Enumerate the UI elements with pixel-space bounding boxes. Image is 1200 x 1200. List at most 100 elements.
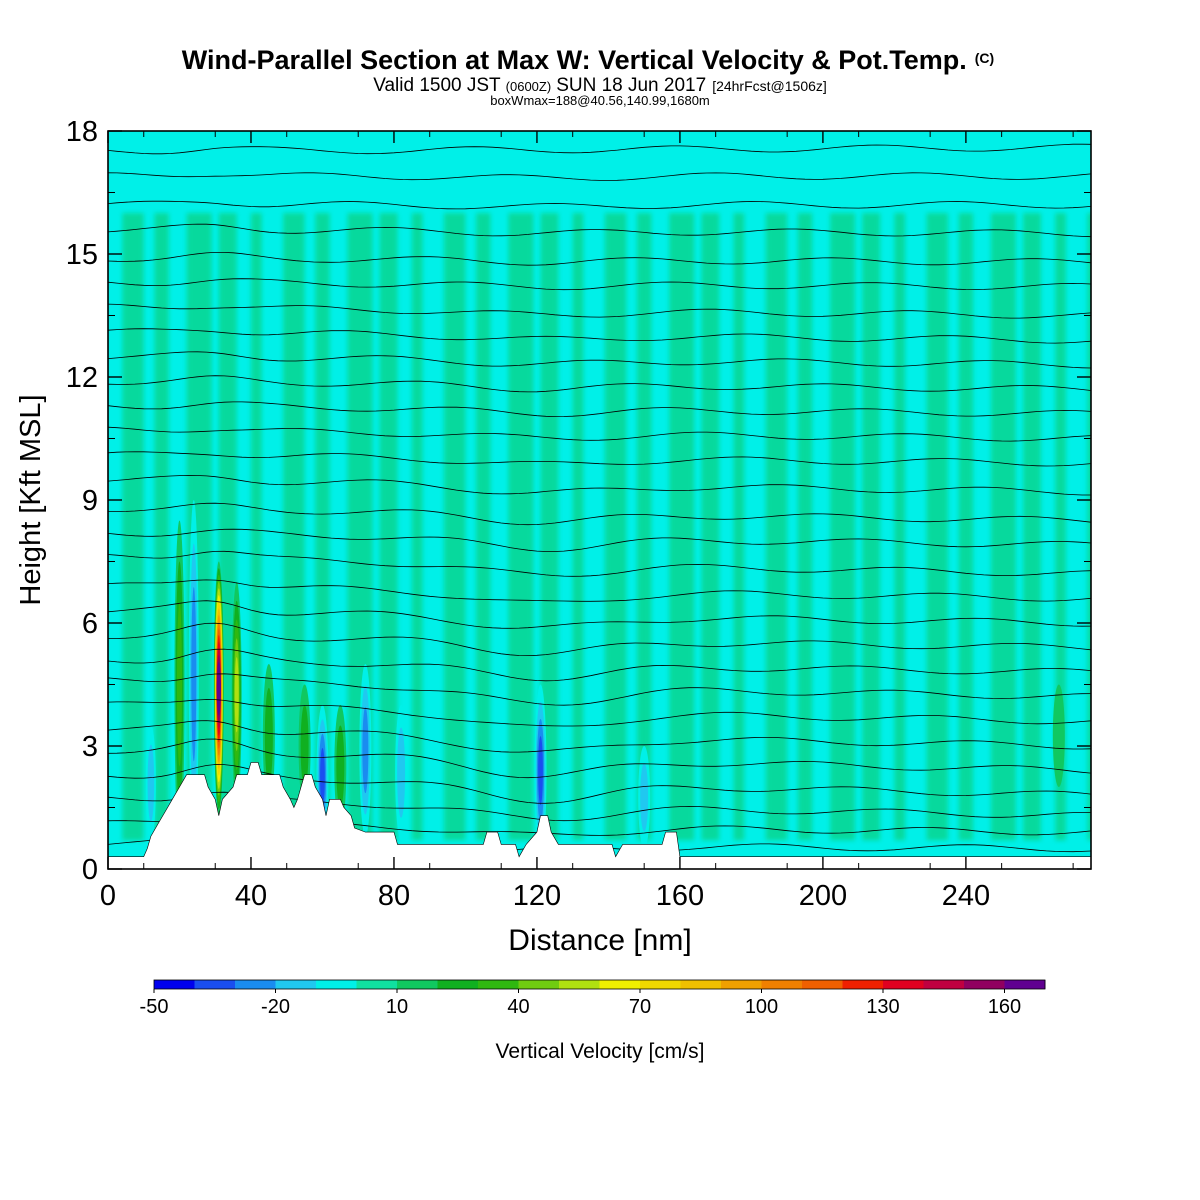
downdraft-cell [640,763,649,832]
weak-updraft-band [476,213,491,841]
weak-updraft-band [540,213,559,841]
colorbar-swatch [1004,980,1046,989]
weak-updraft-band [1055,213,1066,841]
subtitle-valid: Valid 1500 JST [373,75,501,96]
isentrope-line [108,550,1091,577]
colorbar-swatch [721,980,762,989]
y-tick-label: 15 [66,239,98,271]
colorbar-swatch [761,980,803,989]
x-tick-label: 120 [513,880,561,912]
x-axis: 0 40 80 120 160 200 240 [100,131,1074,912]
downdraft-cell [191,587,197,762]
colorbar-swatch [356,980,398,989]
x-tick-label: 0 [100,880,116,912]
x-tick-label: 80 [378,880,410,912]
weak-updraft-band [765,213,788,841]
x-tick-label: 40 [235,880,267,912]
weak-updraft-band [411,213,423,841]
colorbar-tick-label: -50 [140,996,169,1018]
weak-updraft-band [154,213,169,841]
colorbar-swatch [235,980,276,989]
colorbar-swatch [964,980,1005,989]
colorbar-swatch [437,980,479,989]
colorbar-tick-label: 10 [386,996,408,1018]
chart-subtitle: Valid 1500 JST (0600Z) SUN 18 Jun 2017 [24h… [373,75,827,96]
isentrope-line [108,648,1091,682]
weak-updraft-band [1023,213,1041,841]
colorbar-swatch [559,980,600,989]
colorbar-swatch [883,980,924,989]
colorbar-tick-label: -20 [261,996,290,1018]
updraft-cell [216,675,221,702]
y-tick-label: 3 [82,731,98,763]
updraft-cell [336,725,345,808]
isentrope-line [108,223,1091,238]
colorbar-swatch [316,980,357,989]
colorbar-swatch [599,980,641,989]
colorbar-swatch [478,980,519,989]
vertical-velocity-cells [145,500,1065,857]
x-axis-label: Distance [nm] [508,924,691,957]
isentrope-line [108,579,1091,602]
colorbar-tick-label: 160 [988,996,1021,1018]
weak-updraft-band [250,213,262,841]
updraft-cell [300,705,309,787]
colorbar-swatch [518,980,560,989]
weak-updraft-band [572,213,584,841]
weak-updraft-band [669,213,695,841]
isentrope-line [108,474,1091,496]
updraft-cell [234,657,239,733]
isentrope-line [108,401,1091,418]
x-tick-label: 200 [799,880,847,912]
downdraft-cell [362,707,369,794]
colorbar-swatch [923,980,965,989]
weak-updraft-band [830,213,856,841]
isentrope-line [108,143,1091,155]
x-tick-label: 160 [656,880,704,912]
weak-updraft-band [958,213,974,841]
colorbar-swatch [275,980,317,989]
updraft-cell [1052,684,1065,787]
isentrope-line [108,278,1091,291]
weak-updraft-band [122,213,144,841]
weak-updraft-band [637,213,652,841]
chart-title: Wind-Parallel Section at Max W: Vertical… [182,45,994,75]
weak-updraft-band [508,213,534,841]
isentrope-line [108,528,1091,552]
isentrope-line [108,375,1091,393]
isentrope-line [108,699,1091,727]
weak-updraft-band [926,213,949,841]
weak-updraft-band [315,213,330,841]
colorbar-swatch [802,980,843,989]
colorbar-swatch [397,980,438,989]
y-tick-label: 0 [82,854,98,886]
updraft-cell [176,602,182,767]
colorbar-swatch [194,980,236,989]
weak-updraft-band [862,213,881,841]
colorbar-swatch [842,980,884,989]
weak-updraft-band [990,213,1016,841]
weak-updraft-band [444,213,466,841]
isentrope-line [108,720,1091,753]
isentrope-line [108,673,1091,706]
y-tick-label: 12 [66,362,98,394]
plot-area [108,131,1091,869]
chart-title-text: Wind-Parallel Section at Max W: Vertical… [182,45,967,75]
colorbar-swatch [154,980,195,989]
isentrope-line [108,426,1091,442]
isentrope-line [108,200,1091,210]
isentrope-line [108,764,1091,804]
y-tick-label: 6 [82,608,98,640]
terrain [108,762,1091,869]
subtitle-forecast: [24hrFcst@1506z] [712,78,827,94]
y-tick-label: 9 [82,485,98,517]
isentrope-line [108,451,1091,467]
colorbar-swatch [640,980,681,989]
colorbar-frame [153,979,1046,990]
chart-title-mark: (C) [975,50,994,66]
weak-updraft-band [379,213,398,841]
x-tick-label: 240 [942,880,990,912]
weak-updraft-band [701,213,720,841]
isentrope-line [108,502,1091,526]
